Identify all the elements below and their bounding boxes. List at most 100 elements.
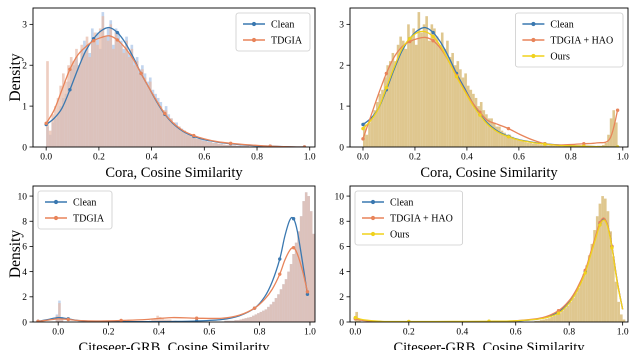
histogram-bar xyxy=(257,313,260,322)
histogram-bar xyxy=(254,314,258,322)
axes-frame xyxy=(349,185,629,323)
histogram-bar xyxy=(141,69,144,147)
histogram-bar xyxy=(90,40,94,147)
histogram-bar xyxy=(236,320,240,322)
histogram-bar xyxy=(383,77,387,147)
axes-frame xyxy=(349,7,629,148)
histogram-bar xyxy=(153,318,157,322)
histogram-bar xyxy=(56,97,60,147)
histogram-bar xyxy=(135,61,139,147)
legend-entry: Clean xyxy=(550,20,573,31)
legend: Clean TDGIA + HAO Ours xyxy=(354,190,463,246)
histogram-bar xyxy=(495,126,499,147)
legend-swatch-marker xyxy=(531,21,536,27)
kde-marker xyxy=(115,30,120,35)
histogram-bar xyxy=(518,139,522,147)
x-tick-label: 0.0 xyxy=(357,153,369,163)
histogram-bar xyxy=(381,89,384,147)
histogram-bar xyxy=(307,196,310,322)
histogram-bar xyxy=(279,289,283,322)
histogram-bar xyxy=(77,65,81,147)
histogram-bar xyxy=(404,48,408,147)
histogram-bar xyxy=(163,319,167,322)
histogram-bar xyxy=(204,140,207,147)
kde-marker xyxy=(408,39,412,44)
histogram-bar xyxy=(164,110,168,147)
legend-entry: TDGIA xyxy=(73,214,105,225)
histogram-bar xyxy=(453,65,457,147)
legend-entry: TDGIA + HAO xyxy=(550,36,613,47)
histogram-bar xyxy=(154,97,157,147)
x-axis-label: Citeseer-GRB, Cosine Similarity xyxy=(78,340,270,350)
histogram-bar xyxy=(304,192,308,322)
kde-marker xyxy=(556,308,561,313)
histogram-bar xyxy=(375,102,379,147)
histogram-bar xyxy=(88,57,91,147)
histogram-bar xyxy=(323,316,326,322)
x-tick-label: 0.0 xyxy=(40,153,52,163)
y-tick-label: 0 xyxy=(339,143,344,153)
x-tick-label: 1.0 xyxy=(304,328,316,338)
histogram-bar xyxy=(534,143,538,147)
histogram-bar xyxy=(446,40,449,147)
histogram-bar xyxy=(577,288,580,322)
histogram-bar xyxy=(609,231,612,322)
histogram-bar xyxy=(438,44,441,147)
histogram-bar xyxy=(474,97,478,147)
x-axis-label: Cora, Cosine Similarity xyxy=(420,165,558,181)
x-tick-label: 0.2 xyxy=(409,153,421,163)
histogram-bar xyxy=(151,319,154,322)
legend-swatch-marker xyxy=(531,53,536,59)
histogram-bar xyxy=(69,57,73,147)
kde-marker xyxy=(278,272,282,276)
histogram-bar xyxy=(585,265,588,322)
x-tick-label: 0.6 xyxy=(510,328,522,338)
histogram-bar xyxy=(235,145,239,147)
legend-entry: Clean xyxy=(271,20,294,31)
histogram-bar xyxy=(312,233,315,322)
kde-marker xyxy=(543,142,547,146)
chart-panel-bottom-left: 0.0 0.2 0.4 0.6 0.8 1.0 0 2 4 6 8 10 Citeseer-GRB, C… xyxy=(7,185,326,350)
histogram-bar xyxy=(558,313,562,322)
histogram-bar xyxy=(590,243,594,322)
kde-marker xyxy=(194,319,199,322)
histogram-bar xyxy=(601,196,604,322)
histogram-bar xyxy=(172,122,176,147)
histogram-bar xyxy=(292,254,295,322)
y-tick-label: 3 xyxy=(339,21,344,31)
histogram-bar xyxy=(199,138,202,147)
histogram-bar xyxy=(358,319,361,322)
histogram-bar xyxy=(555,314,559,322)
histogram-bar xyxy=(48,130,52,147)
kde-marker xyxy=(194,316,199,320)
histogram-bar xyxy=(104,36,107,147)
histogram-bar xyxy=(485,114,488,147)
histogram-bar xyxy=(247,317,250,322)
plot-area xyxy=(44,12,307,147)
y-tick-label: 4 xyxy=(22,268,27,278)
histogram-bar xyxy=(274,298,278,322)
histogram-bar xyxy=(75,48,78,147)
histogram-bar xyxy=(440,32,444,147)
histogram-bar xyxy=(370,118,374,147)
histogram-bar xyxy=(269,304,273,322)
x-tick-label: 0.0 xyxy=(349,328,361,338)
histogram-bar xyxy=(368,122,371,147)
histogram-bar xyxy=(229,320,232,322)
histogram-bar xyxy=(162,110,165,147)
histogram-bar xyxy=(220,144,223,147)
histogram-bar xyxy=(498,126,501,147)
kde-marker xyxy=(384,71,389,76)
histogram-bar xyxy=(529,142,532,147)
kde-marker xyxy=(66,317,70,322)
kde-marker xyxy=(478,113,482,117)
histogram-bar xyxy=(555,145,558,147)
x-tick-label: 0.2 xyxy=(93,153,105,163)
histogram-bar xyxy=(193,136,197,147)
kde-marker xyxy=(228,141,233,146)
histogram-bar xyxy=(196,138,200,147)
kde-marker xyxy=(454,74,459,79)
histogram-bar xyxy=(394,61,397,147)
histogram-bar xyxy=(396,44,400,147)
histogram-bar xyxy=(159,106,163,147)
